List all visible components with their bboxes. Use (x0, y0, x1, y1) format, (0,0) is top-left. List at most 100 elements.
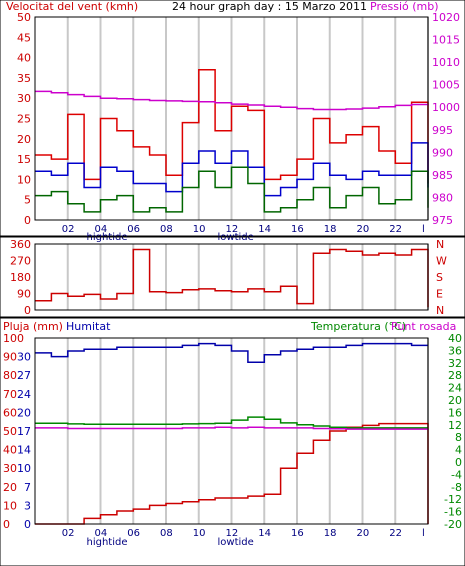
chart-title: 24 hour graph day : 15 Marzo 2011 (172, 0, 367, 13)
panel-direction-frame (0, 236, 465, 318)
wind-x-tick-label: 08 (160, 224, 173, 235)
avg-line (35, 142, 429, 197)
temperature-y-tick-label: 40 (448, 332, 462, 345)
panel-wind-frame (0, 0, 465, 237)
rain-y-tick-label: 40 (3, 444, 17, 457)
rain-x-tick-label: 22 (389, 528, 402, 539)
direction-grid (66, 244, 429, 310)
wind-y-tick-label: 15 (17, 153, 31, 166)
wind-y-tick-label: 0 (24, 214, 31, 227)
rain-x-tick-label: l (422, 528, 425, 539)
direction-series (35, 248, 429, 308)
rain-x-tick-label: 20 (357, 528, 370, 539)
rain-y-tick-label: 60 (3, 406, 17, 419)
rain-y-tick-label: 80 (3, 369, 17, 382)
wind-y-tick-label: 50 (17, 11, 31, 24)
temperature-y-tick-label: 12 (448, 419, 462, 432)
pressure-y-tick-label: 1015 (432, 34, 460, 47)
direction-y-tick-label: 90 (17, 288, 31, 301)
humidity-line (35, 342, 428, 363)
temperature-y-tick-label: 4 (455, 444, 462, 457)
rain-y-tick-label: 0 (3, 518, 10, 531)
humidity-y-tick-label: 17 (17, 425, 31, 438)
humidity-y-tick-label: 10 (17, 462, 31, 475)
pressure-axis-label: Pressió (mb) (370, 0, 439, 13)
temperature-y-tick-label: -8 (451, 481, 462, 494)
wind-axis-label: Velocitat del vent (kmh) (6, 0, 138, 13)
temperature-y-tick-label: 8 (455, 431, 462, 444)
rain-x-tick-label: 06 (127, 528, 140, 539)
wind-x-tick-label: 06 (127, 224, 140, 235)
humidity-y-tick-label: 14 (17, 444, 31, 457)
humidity-y-tick-label: 24 (17, 388, 31, 401)
rain-y-tick-label: 70 (3, 388, 17, 401)
direction-compass-label: W (436, 255, 447, 268)
pressure-y-tick-label: 980 (432, 191, 453, 204)
temperature-line (35, 416, 428, 429)
temperature-y-tick-label: -16 (444, 506, 462, 519)
dewpoint-line (35, 426, 428, 430)
rain-x-tick-label: 12 (226, 528, 239, 539)
pressure-y-tick-label: 1010 (432, 56, 460, 69)
wind-x-tick-label: 12 (226, 224, 239, 235)
direction-y-tick-label: 360 (10, 238, 31, 251)
humidity-y-tick-label: 3 (24, 499, 31, 512)
pressure-line (35, 90, 429, 111)
rain-x-tick-label: 02 (62, 528, 75, 539)
dewpoint-label: Punt rosada (391, 320, 456, 333)
temperature-y-tick-label: 36 (448, 344, 462, 357)
humidity-y-tick-label: 7 (24, 481, 31, 494)
temperature-y-tick-label: 20 (448, 394, 462, 407)
humidity-y-tick-label: 20 (17, 406, 31, 419)
direction-line (35, 248, 429, 308)
temperature-axis-label: Temperatura (°C) (310, 320, 406, 333)
wind-y-tick-label: 25 (17, 113, 31, 126)
pressure-y-tick-label: 1020 (432, 11, 460, 24)
wind-x-tick-label: 10 (193, 224, 206, 235)
direction-compass-label: N (436, 238, 444, 251)
temperature-y-tick-label: -4 (451, 468, 462, 481)
rain-y-tick-label: 30 (3, 462, 17, 475)
rain-plot-area (34, 337, 429, 525)
wind-y-tick-label: 5 (24, 194, 31, 207)
pressure-y-tick-label: 995 (432, 124, 453, 137)
temperature-y-tick-label: -20 (444, 518, 462, 531)
wind-y-tick-label: 35 (17, 72, 31, 85)
humidity-y-tick-label: 0 (24, 518, 31, 531)
wind-y-tick-label: 30 (17, 92, 31, 105)
wind-x-tick-label: 20 (357, 224, 370, 235)
temperature-y-tick-label: 28 (448, 369, 462, 382)
pressure-y-tick-label: 1005 (432, 79, 460, 92)
humidity-y-tick-label: 30 (17, 351, 31, 364)
temperature-y-tick-label: 24 (448, 382, 462, 395)
wind-plot-area (34, 16, 429, 221)
rain-y-tick-label: 90 (3, 351, 17, 364)
min-line (35, 166, 429, 213)
direction-compass-label: E (436, 288, 443, 301)
direction-compass-label: S (436, 271, 443, 284)
rain-x-tick-label: 18 (324, 528, 337, 539)
wind-x-tick-label: 22 (389, 224, 402, 235)
wind-series (35, 69, 429, 213)
wind-x-tick-label: 16 (291, 224, 304, 235)
wind-x-tick-label: 18 (324, 224, 337, 235)
temperature-y-tick-label: 32 (448, 357, 462, 370)
wind-y-tick-label: 20 (17, 133, 31, 146)
rain-x-tick-label: 04 (95, 528, 108, 539)
wind-x-tick-label: 02 (62, 224, 75, 235)
rain-x-tick-label: 14 (258, 528, 271, 539)
direction-y-tick-label: 180 (10, 271, 31, 284)
direction-plot-area (34, 243, 429, 311)
tide-label: lowtide (218, 537, 254, 548)
rain-axis-label: Pluja (mm) (3, 320, 63, 333)
temperature-y-tick-label: 0 (455, 456, 462, 469)
wind-x-tick-label: l (422, 224, 425, 235)
rain-y-tick-label: 20 (3, 481, 17, 494)
wind-x-tick-label: 04 (95, 224, 108, 235)
tide-label: hightide (87, 537, 128, 548)
wind-grid (66, 17, 429, 220)
rain-y-tick-label: 100 (3, 332, 24, 345)
pressure-y-tick-label: 985 (432, 169, 453, 182)
